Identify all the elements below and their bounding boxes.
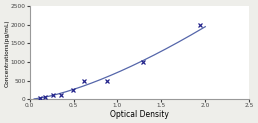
X-axis label: Optical Density: Optical Density: [110, 110, 169, 119]
Y-axis label: Concentrations(pg/mL): Concentrations(pg/mL): [4, 19, 9, 87]
